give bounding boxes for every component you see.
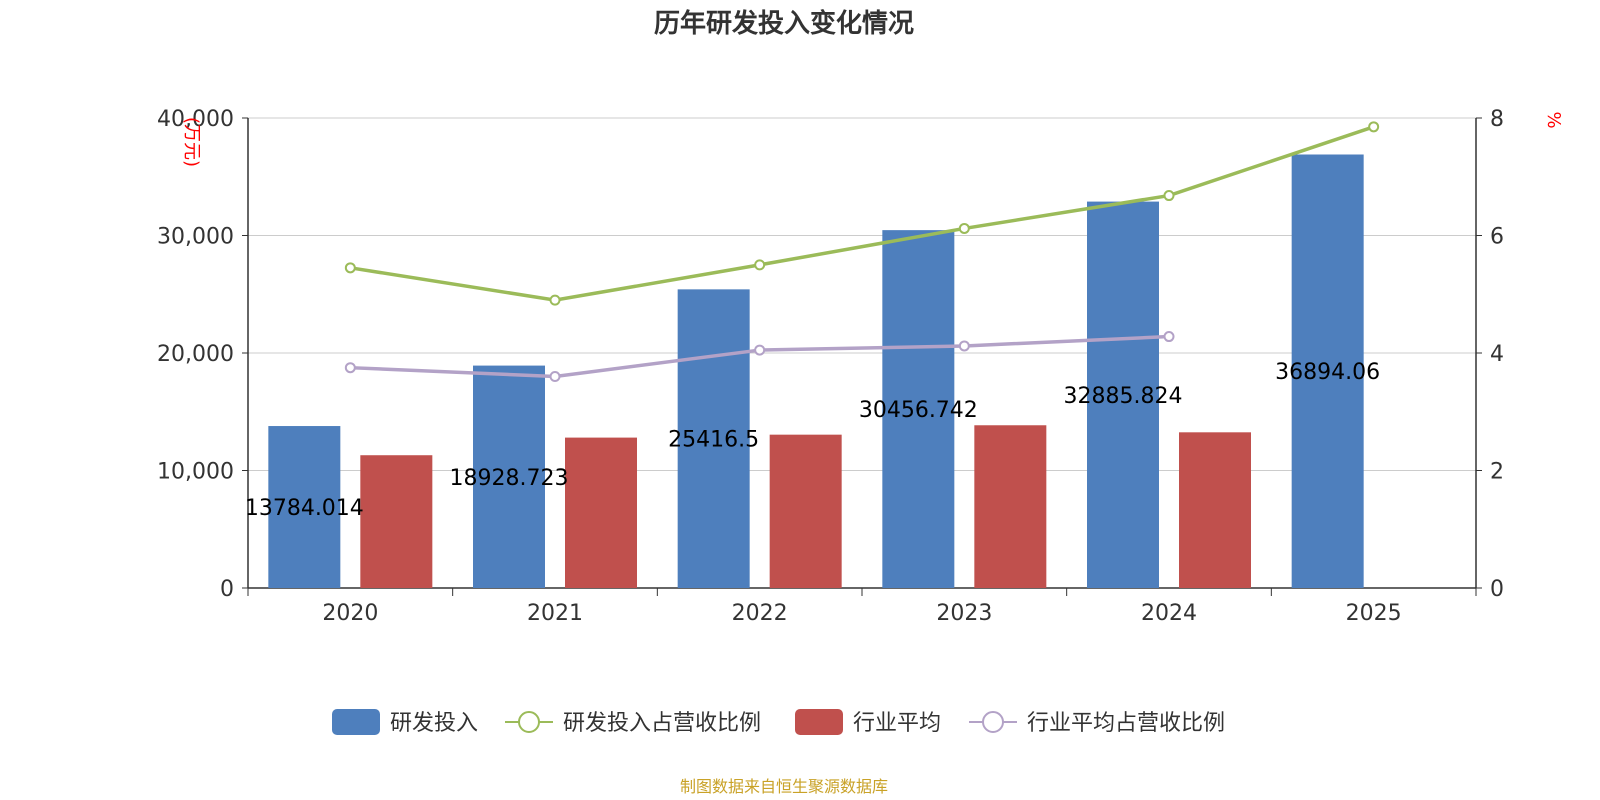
data-label: 30456.742 [859, 398, 978, 423]
legend-label: 行业平均 [853, 711, 941, 736]
legend-swatch [795, 709, 843, 735]
bar-industry-average [974, 425, 1047, 588]
data-label: 32885.824 [1064, 384, 1183, 409]
x-tick-label: 2022 [732, 601, 788, 626]
x-tick-label: 2025 [1346, 601, 1402, 626]
source-note: 制图数据来自恒生聚源数据库 [680, 777, 888, 796]
x-tick-label: 2024 [1141, 601, 1197, 626]
x-tick-label: 2021 [527, 601, 583, 626]
y-right-tick-label: 0 [1490, 577, 1504, 602]
point-rd-ratio [1368, 121, 1380, 133]
legend-swatch [332, 709, 380, 735]
data-label: 18928.723 [450, 466, 569, 491]
bar-industry-average [360, 455, 433, 588]
point-industry-ratio [344, 362, 356, 374]
point-rd-ratio [549, 294, 561, 306]
legend-swatch-marker [518, 711, 540, 733]
bar-rd-investment [268, 426, 341, 588]
bar-rd-investment [1291, 154, 1364, 588]
bar-industry-average [1179, 432, 1251, 588]
y-right-tick-label: 4 [1490, 342, 1504, 367]
bar-rd-investment [677, 289, 750, 588]
point-rd-ratio [958, 222, 970, 234]
x-tick-label: 2023 [936, 601, 992, 626]
point-industry-ratio [549, 371, 561, 382]
x-tick-label: 2020 [322, 601, 378, 626]
bar-industry-average [769, 434, 842, 588]
legend-label: 研发投入 [390, 711, 478, 736]
lines [344, 121, 1380, 382]
point-industry-ratio [754, 344, 766, 356]
point-rd-ratio [1163, 190, 1175, 202]
grid-lines [248, 117, 1476, 471]
bar-rd-investment [882, 230, 955, 588]
bars [268, 154, 1364, 589]
point-industry-ratio [958, 340, 970, 352]
legend-label: 研发投入占营收比例 [563, 711, 761, 736]
data-label: 13784.014 [245, 496, 364, 521]
point-industry-ratio [1163, 331, 1175, 343]
y-right-unit: % [1543, 111, 1564, 128]
y-left-tick-label: 30,000 [157, 225, 234, 250]
data-label: 25416.5 [668, 428, 759, 453]
legend-swatch-marker [982, 711, 1004, 733]
y-left-tick-label: 10,000 [157, 460, 234, 485]
bar-industry-average [565, 437, 637, 588]
axes: 0 10,000 20,000 30,000 40,000 0 2 4 6 8 (万元) % 2020 2… [157, 107, 1564, 626]
data-labels: 13784.014 18928.723 25416.5 30456.742 32885.… [245, 360, 1380, 521]
y-right-tick-label: 6 [1490, 225, 1504, 250]
legend-label: 行业平均占营收比例 [1027, 711, 1225, 736]
bar-rd-investment [473, 365, 545, 588]
y-left-unit: (万元) [181, 117, 202, 167]
y-right-tick-label: 2 [1490, 460, 1504, 485]
y-left-tick-label: 0 [220, 577, 234, 602]
legend: 研发投入 研发投入占营收比例 行业平均 行业平均占营收比例 [332, 709, 1225, 736]
point-rd-ratio [754, 259, 766, 271]
line-rd-ratio [350, 125, 1375, 302]
bar-rd-investment [1087, 201, 1159, 589]
y-right-tick-label: 8 [1490, 107, 1504, 132]
y-left-tick-label: 20,000 [157, 342, 234, 367]
chart-title: 历年研发投入变化情况 [654, 8, 914, 39]
point-rd-ratio [344, 262, 356, 274]
data-label: 36894.06 [1275, 360, 1380, 385]
y-left-tick-label: 40,000 [157, 107, 234, 132]
